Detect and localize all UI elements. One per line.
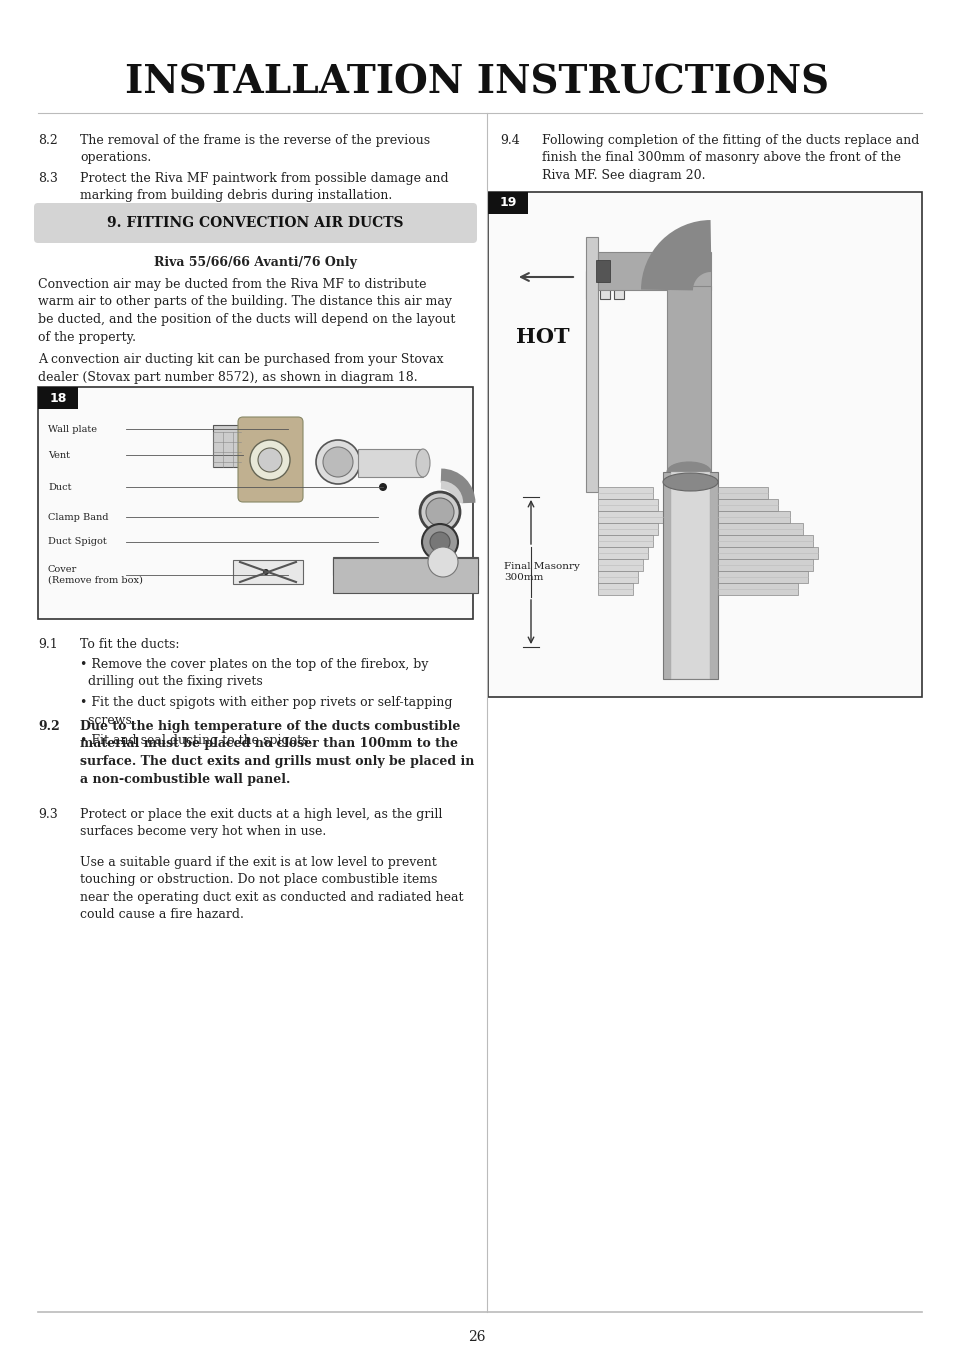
Text: 9. FITTING CONVECTION AIR DUCTS: 9. FITTING CONVECTION AIR DUCTS — [107, 216, 403, 230]
Text: 26: 26 — [468, 1330, 485, 1345]
Text: Duct: Duct — [48, 482, 71, 491]
Text: 9.1: 9.1 — [38, 639, 58, 651]
Circle shape — [263, 568, 269, 575]
Text: Use a suitable guard if the exit is at low level to prevent
touching or obstruct: Use a suitable guard if the exit is at l… — [80, 856, 463, 922]
Circle shape — [428, 547, 457, 576]
Text: Riva 55/66/66 Avanti/76 Only: Riva 55/66/66 Avanti/76 Only — [153, 256, 356, 269]
Bar — [598, 535, 652, 547]
Circle shape — [323, 447, 353, 477]
Bar — [213, 425, 241, 467]
Bar — [488, 192, 527, 215]
Circle shape — [315, 440, 359, 485]
Bar — [598, 500, 658, 512]
Circle shape — [430, 532, 450, 552]
Bar — [598, 559, 642, 571]
Text: 19: 19 — [498, 197, 517, 209]
FancyBboxPatch shape — [34, 202, 476, 243]
Text: • Fit and seal ducting to the spigots: • Fit and seal ducting to the spigots — [80, 734, 308, 747]
Text: • Fit the duct spigots with either pop rivets or self-tapping
  screws: • Fit the duct spigots with either pop r… — [80, 697, 452, 726]
Bar — [662, 472, 718, 679]
Bar — [718, 535, 812, 547]
Bar — [488, 192, 921, 697]
Bar — [333, 558, 477, 575]
Bar — [718, 522, 802, 535]
Bar — [718, 571, 807, 583]
FancyBboxPatch shape — [237, 417, 303, 502]
Bar — [718, 547, 817, 559]
Text: Cover
(Remove from box): Cover (Remove from box) — [48, 566, 143, 585]
Bar — [585, 271, 596, 298]
Text: INSTALLATION INSTRUCTIONS: INSTALLATION INSTRUCTIONS — [125, 63, 828, 101]
Text: The removal of the frame is the reverse of the previous
operations.: The removal of the frame is the reverse … — [80, 134, 430, 165]
Text: Protect or place the exit ducts at a high level, as the grill
surfaces become ve: Protect or place the exit ducts at a hig… — [80, 809, 442, 838]
Text: Vent: Vent — [48, 451, 70, 459]
Text: 8.2: 8.2 — [38, 134, 58, 147]
Text: Wall plate: Wall plate — [48, 424, 97, 433]
Text: To fit the ducts:: To fit the ducts: — [80, 639, 179, 651]
Text: 9.4: 9.4 — [499, 134, 519, 147]
Bar — [333, 558, 477, 593]
Ellipse shape — [666, 462, 710, 482]
Text: Following completion of the fitting of the ducts replace and
finish the final 30: Following completion of the fitting of t… — [541, 134, 919, 182]
Text: Duct Spigot: Duct Spigot — [48, 537, 107, 547]
Bar — [718, 583, 797, 595]
Text: Final Masonry
300mm: Final Masonry 300mm — [503, 562, 579, 582]
Bar — [718, 559, 812, 571]
Bar — [718, 500, 778, 512]
Circle shape — [250, 440, 290, 481]
Text: HOT: HOT — [516, 327, 569, 347]
Bar — [596, 261, 609, 282]
Bar — [718, 487, 767, 500]
Bar — [598, 512, 662, 522]
Bar — [598, 252, 710, 290]
Text: 9.2: 9.2 — [38, 720, 60, 733]
Bar — [670, 472, 709, 679]
Text: Protect the Riva MF paintwork from possible damage and
marking from building deb: Protect the Riva MF paintwork from possi… — [80, 171, 448, 202]
Bar — [38, 387, 78, 409]
Bar — [718, 512, 789, 522]
Bar — [666, 286, 710, 472]
Circle shape — [419, 491, 459, 532]
Bar — [598, 487, 652, 500]
Text: • Remove the cover plates on the top of the firebox, by
  drilling out the fixin: • Remove the cover plates on the top of … — [80, 657, 428, 688]
Circle shape — [426, 498, 454, 526]
Text: Clamp Band: Clamp Band — [48, 513, 109, 521]
Circle shape — [421, 524, 457, 560]
Bar — [598, 583, 633, 595]
Circle shape — [257, 448, 282, 472]
Text: 8.3: 8.3 — [38, 171, 58, 185]
Bar — [426, 497, 454, 504]
Bar — [585, 238, 598, 491]
Bar — [598, 522, 658, 535]
Bar — [598, 571, 638, 583]
Bar — [599, 271, 609, 298]
Circle shape — [378, 483, 387, 491]
Text: 18: 18 — [50, 392, 67, 405]
Ellipse shape — [662, 472, 718, 491]
Ellipse shape — [416, 450, 430, 477]
Bar — [614, 271, 623, 298]
Text: A convection air ducting kit can be purchased from your Stovax
dealer (Stovax pa: A convection air ducting kit can be purc… — [38, 352, 443, 383]
Bar — [598, 547, 647, 559]
Text: Due to the high temperature of the ducts combustible
material must be placed no : Due to the high temperature of the ducts… — [80, 720, 474, 786]
Bar — [233, 560, 303, 585]
Text: 9.3: 9.3 — [38, 809, 58, 821]
Bar — [357, 450, 422, 477]
Text: Convection air may be ducted from the Riva MF to distribute
warm air to other pa: Convection air may be ducted from the Ri… — [38, 278, 455, 343]
Bar — [38, 387, 473, 620]
